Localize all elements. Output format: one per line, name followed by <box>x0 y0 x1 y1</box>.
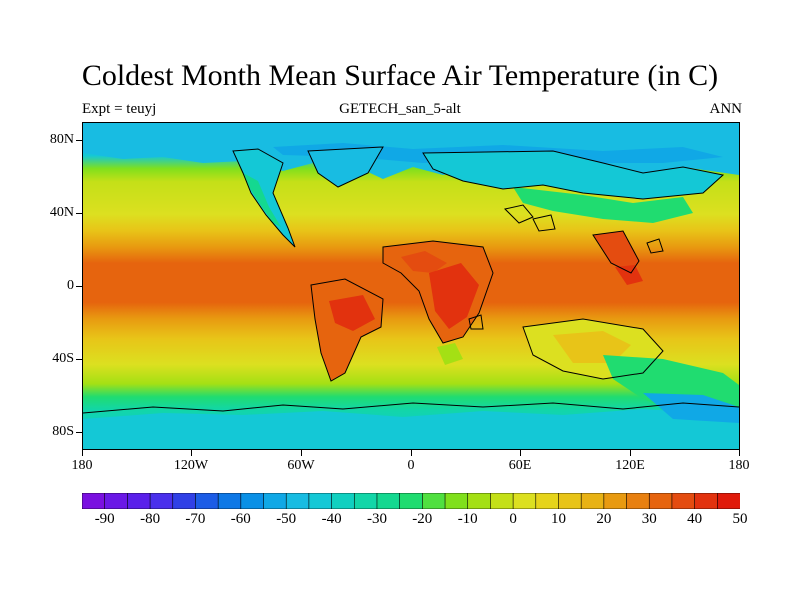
colorbar-swatch <box>82 493 106 509</box>
lat-label-0: 0 <box>67 278 74 293</box>
colorbar-swatch <box>444 493 469 509</box>
colorbar-swatch <box>558 493 582 509</box>
greenland-land <box>308 147 383 187</box>
colorbar-label: -10 <box>457 511 478 527</box>
antarctic-cold-core <box>643 393 739 423</box>
lat-tick-80n <box>76 140 82 141</box>
colorbar-label: 40 <box>687 511 703 527</box>
experiment-label: Expt = teuyj <box>82 101 157 117</box>
colorbar-swatch <box>422 493 446 509</box>
south-america-hot-core <box>329 295 375 331</box>
colorbar-label: 20 <box>596 511 612 527</box>
lon-tick-60w <box>301 450 302 456</box>
colorbar-swatch <box>331 493 355 509</box>
colorbar-swatch <box>127 493 151 509</box>
africa-hot-core-2 <box>429 263 479 329</box>
colorbar-label: -30 <box>367 511 387 527</box>
dataset-label: GETECH_san_5-alt <box>339 101 461 117</box>
colorbar-swatch <box>535 493 560 509</box>
period-label: ANN <box>709 101 743 117</box>
colorbar-swatch <box>490 493 514 509</box>
temperature-field <box>83 123 739 449</box>
lon-label-60w: 60W <box>287 458 315 473</box>
colorbar <box>82 493 740 509</box>
colorbar-swatch <box>603 493 628 509</box>
lat-label-80n: 80N <box>49 132 74 147</box>
colorbar-swatch <box>308 493 333 509</box>
lat-tick-40s <box>76 359 82 360</box>
colorbar-label: -20 <box>412 511 433 527</box>
antarctica-coast <box>83 409 739 449</box>
lat-label-40s: 40S <box>52 351 74 366</box>
colorbar-label: -50 <box>276 511 297 527</box>
colorbar-swatch <box>149 493 174 509</box>
colorbar-swatch <box>648 493 673 509</box>
lat-label-40n: 40N <box>49 205 74 220</box>
lon-tick-120e <box>630 450 631 456</box>
colorbar-swatch <box>671 493 696 509</box>
lon-label-60e: 60E <box>508 458 532 473</box>
lon-tick-60e <box>520 450 521 456</box>
colorbar-swatch <box>217 493 242 509</box>
colorbar-label: 50 <box>732 511 748 527</box>
colorbar-swatch <box>353 493 378 509</box>
colorbar-swatch <box>104 493 128 509</box>
colorbar-swatch <box>399 493 423 509</box>
coastlines <box>83 146 739 414</box>
colorbar-label: 0 <box>509 511 517 527</box>
lat-tick-0 <box>76 286 82 287</box>
eurasia-mid-land <box>513 187 693 223</box>
colorbar-swatch <box>376 493 401 509</box>
colorbar-swatch <box>626 493 650 509</box>
colorbar-label: -70 <box>185 511 206 527</box>
lat-tick-40n <box>76 213 82 214</box>
eurasia-north-land <box>423 151 723 199</box>
lon-tick-180w <box>82 450 83 456</box>
colorbar-label: -60 <box>230 511 251 527</box>
lon-label-120e: 120E <box>615 458 645 473</box>
colorbar-swatch <box>467 493 492 509</box>
lon-label-180w: 180 <box>71 458 93 473</box>
lon-label-180e: 180 <box>728 458 750 473</box>
lon-label-0: 0 <box>407 458 415 473</box>
colorbar-label: 10 <box>551 511 566 527</box>
lat-label-80s: 80S <box>52 424 74 439</box>
map-panel <box>82 122 740 450</box>
map-title: Coldest Month Mean Surface Air Temperatu… <box>81 59 719 92</box>
colorbar-swatch <box>694 493 718 509</box>
lon-label-120w: 120W <box>173 458 209 473</box>
colorbar-label: -80 <box>140 511 161 527</box>
colorbar-label: 30 <box>641 511 657 527</box>
colorbar-swatch <box>240 493 265 509</box>
colorbar-swatch <box>580 493 605 509</box>
colorbar-label: -90 <box>94 511 115 527</box>
lon-tick-120w <box>191 450 192 456</box>
australia-interior <box>553 331 631 363</box>
colorbar-swatches <box>82 493 740 509</box>
colorbar-label: -40 <box>321 511 342 527</box>
africa-hot-core <box>401 251 447 273</box>
lat-tick-80s <box>76 432 82 433</box>
africa-south-tip <box>437 343 463 365</box>
colorbar-swatch <box>263 493 287 509</box>
india-land <box>593 231 639 273</box>
colorbar-swatch <box>285 493 310 509</box>
colorbar-swatch <box>195 493 219 509</box>
colorbar-swatch <box>717 493 740 509</box>
lon-tick-180e <box>739 450 740 456</box>
colorbar-swatch <box>172 493 197 509</box>
colorbar-swatch <box>512 493 537 509</box>
india-hot-core <box>615 265 643 285</box>
north-america-interior <box>243 173 281 227</box>
lon-tick-0 <box>411 450 412 456</box>
